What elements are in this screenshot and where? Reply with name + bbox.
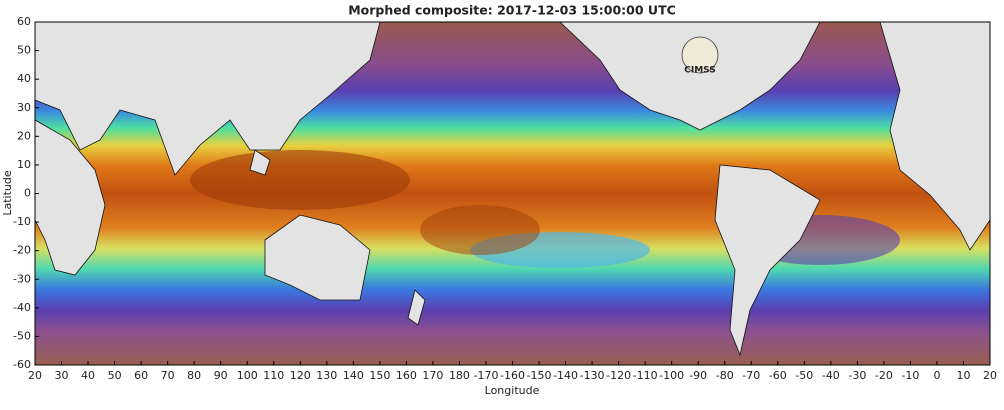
x-tick-label: 120 bbox=[290, 369, 311, 382]
x-tick-label: -20 bbox=[875, 369, 893, 382]
x-tick-label: -40 bbox=[822, 369, 840, 382]
x-tick-label: 170 bbox=[422, 369, 443, 382]
x-tick-label: 20 bbox=[28, 369, 42, 382]
x-tick-label: 30 bbox=[55, 369, 69, 382]
x-tick-label: 10 bbox=[956, 369, 970, 382]
y-tick-label: -30 bbox=[13, 272, 31, 285]
x-tick-label: -60 bbox=[769, 369, 787, 382]
y-tick-label: -20 bbox=[13, 244, 31, 257]
x-tick-label: -10 bbox=[901, 369, 919, 382]
x-tick-label: -170 bbox=[473, 369, 498, 382]
x-tick-label: 110 bbox=[263, 369, 284, 382]
x-tick-label: -120 bbox=[606, 369, 631, 382]
y-axis-label: Latitude bbox=[1, 170, 14, 216]
y-tick-label: -50 bbox=[13, 329, 31, 342]
y-tick-label: 60 bbox=[17, 15, 31, 28]
x-tick-label: -160 bbox=[500, 369, 525, 382]
x-axis-label: Longitude bbox=[485, 384, 540, 397]
x-tick-label: 60 bbox=[134, 369, 148, 382]
x-tick-label: 130 bbox=[316, 369, 337, 382]
y-tick-label: -60 bbox=[13, 358, 31, 371]
map-field: CIMSS bbox=[35, 22, 990, 365]
y-tick-label: -40 bbox=[13, 301, 31, 314]
x-tick-label: -100 bbox=[659, 369, 684, 382]
x-tick-label: -150 bbox=[527, 369, 552, 382]
x-tick-label: 160 bbox=[396, 369, 417, 382]
y-tick-label: 30 bbox=[17, 101, 31, 114]
x-tick-label: -50 bbox=[795, 369, 813, 382]
y-tick-label: -10 bbox=[13, 215, 31, 228]
chart-title: Morphed composite: 2017-12-03 15:00:00 U… bbox=[348, 3, 676, 18]
x-tick-label: 100 bbox=[237, 369, 258, 382]
x-tick-label: 50 bbox=[108, 369, 122, 382]
x-tick-label: -110 bbox=[633, 369, 658, 382]
x-tick-label: -130 bbox=[580, 369, 605, 382]
x-tick-label: -30 bbox=[848, 369, 866, 382]
y-tick-label: 50 bbox=[17, 44, 31, 57]
x-tick-label: -80 bbox=[716, 369, 734, 382]
y-tick-label: 20 bbox=[17, 129, 31, 142]
x-tick-label: 40 bbox=[81, 369, 95, 382]
logo: CIMSS bbox=[684, 66, 715, 76]
y-tick-label: 40 bbox=[17, 72, 31, 85]
x-tick-label: -70 bbox=[742, 369, 760, 382]
x-tick-label: 140 bbox=[343, 369, 364, 382]
x-tick-label: -140 bbox=[553, 369, 578, 382]
y-tick-label: 0 bbox=[24, 187, 31, 200]
x-tick-label: 80 bbox=[187, 369, 201, 382]
x-tick-label: 90 bbox=[214, 369, 228, 382]
x-tick-label: 20 bbox=[983, 369, 997, 382]
x-tick-label: 70 bbox=[161, 369, 175, 382]
x-tick-label: 0 bbox=[933, 369, 940, 382]
y-tick-label: 10 bbox=[17, 158, 31, 171]
x-tick-label: -90 bbox=[689, 369, 707, 382]
x-tick-label: 150 bbox=[369, 369, 390, 382]
x-tick-label: 180 bbox=[449, 369, 470, 382]
